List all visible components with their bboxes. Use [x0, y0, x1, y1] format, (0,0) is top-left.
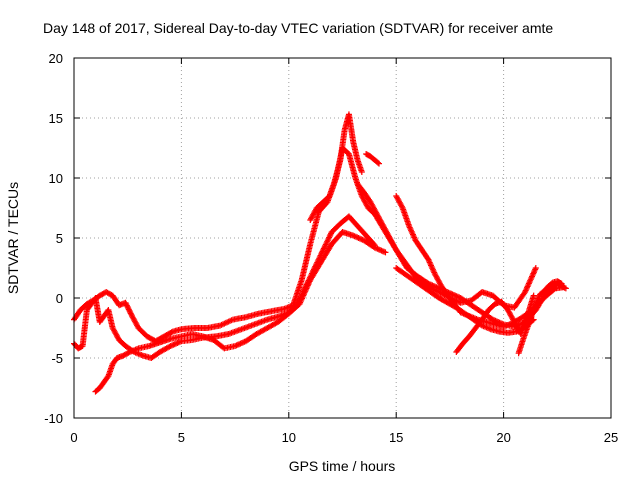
data-point [126, 307, 133, 314]
plot-frame [73, 57, 612, 419]
data-point [426, 284, 433, 291]
data-point [358, 169, 365, 175]
series-track-10 [363, 151, 383, 167]
data-point [376, 160, 383, 167]
data-point [128, 311, 135, 318]
data-point [558, 280, 565, 287]
x-tick-label: 10 [282, 430, 296, 445]
data-point [321, 244, 328, 251]
y-axis-title: SDTVAR / TECUs [5, 182, 21, 294]
data-point [125, 305, 132, 312]
data-point [532, 301, 539, 307]
data-point [325, 235, 332, 242]
x-tick-label: 25 [604, 430, 618, 445]
y-tick-label: 10 [49, 171, 63, 186]
data-point [326, 233, 333, 240]
grid [74, 58, 611, 418]
data-point [124, 303, 131, 310]
data-point [535, 294, 542, 301]
data-point [323, 240, 330, 247]
x-tick-label: 5 [178, 430, 185, 445]
data-point [374, 159, 381, 166]
data-point [398, 203, 405, 210]
data-point [445, 294, 452, 301]
chart-title: Day 148 of 2017, Sidereal Day-to-day VTE… [43, 20, 553, 36]
tick-labels: 0 5 10 15 20 25 -10 -5 0 5 10 15 20 [44, 51, 618, 445]
data-point [327, 231, 334, 238]
data-point [123, 301, 130, 308]
data-point [324, 238, 331, 245]
y-tick-label: 5 [56, 231, 63, 246]
data-point [166, 343, 173, 350]
data-point [322, 242, 329, 249]
series-track-8 [515, 278, 565, 357]
data-points [71, 111, 569, 395]
x-tick-label: 0 [70, 430, 77, 445]
data-point [122, 299, 129, 306]
y-tick-label: 20 [49, 51, 63, 66]
data-point [324, 237, 331, 244]
data-point [499, 301, 506, 308]
y-tick-label: -10 [44, 411, 63, 426]
data-point [127, 310, 134, 317]
series-track-3 [92, 229, 389, 395]
data-point [530, 292, 537, 299]
y-tick-label: 15 [49, 111, 63, 126]
data-point [326, 234, 333, 241]
data-point [104, 374, 111, 381]
data-point [560, 284, 567, 291]
y-tick-label: -5 [51, 351, 63, 366]
data-point [168, 329, 175, 336]
data-point [125, 306, 132, 313]
x-tick-label: 15 [389, 430, 403, 445]
series-track-6 [393, 265, 537, 336]
data-point [534, 298, 541, 305]
data-point [534, 296, 541, 303]
series-track-7 [453, 292, 537, 355]
y-tick-label: 0 [56, 291, 63, 306]
data-point [125, 349, 132, 356]
data-point [533, 299, 540, 306]
data-point [532, 265, 539, 271]
data-point [322, 241, 329, 248]
series-track-1 [71, 111, 365, 345]
data-point [382, 249, 389, 256]
data-point [123, 302, 130, 309]
x-axis-title: GPS time / hours [289, 458, 396, 474]
x-tick-label: 20 [496, 430, 510, 445]
series-track-9 [354, 181, 539, 311]
data-point [535, 295, 542, 302]
data-point [127, 309, 134, 316]
